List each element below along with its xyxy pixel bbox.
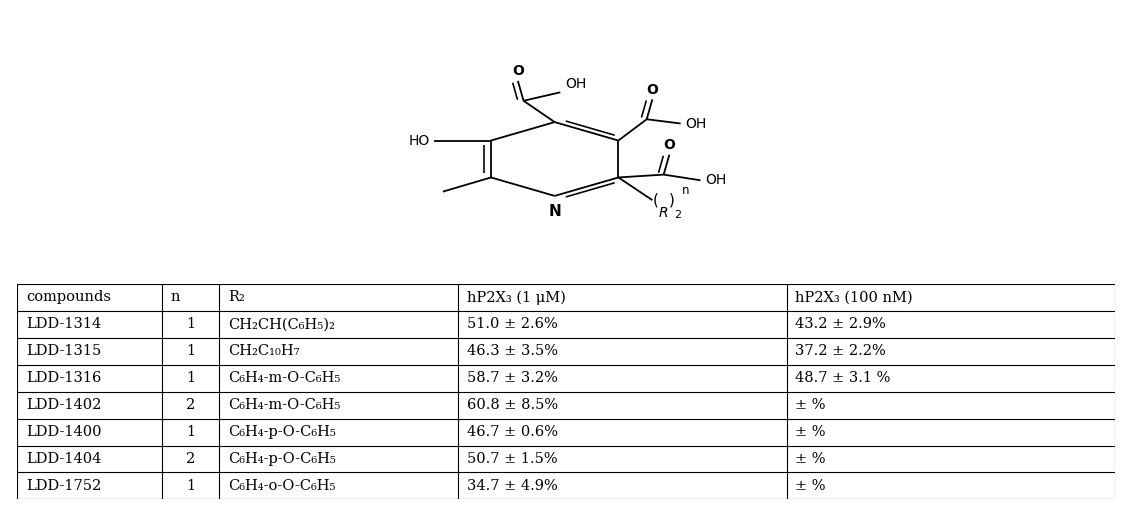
- Text: 37.2 ± 2.2%: 37.2 ± 2.2%: [796, 344, 886, 358]
- Text: 46.7 ± 0.6%: 46.7 ± 0.6%: [468, 425, 558, 439]
- Text: LDD-1314: LDD-1314: [26, 317, 101, 331]
- Text: LDD-1400: LDD-1400: [26, 425, 101, 439]
- Text: OH: OH: [565, 77, 586, 91]
- Text: CH₂CH(C₆H₅)₂: CH₂CH(C₆H₅)₂: [228, 317, 335, 331]
- Text: C₆H₄-p-O-C₆H₅: C₆H₄-p-O-C₆H₅: [228, 452, 336, 466]
- Text: C₆H₄-p-O-C₆H₅: C₆H₄-p-O-C₆H₅: [228, 425, 336, 439]
- Text: C₆H₄-o-O-C₆H₅: C₆H₄-o-O-C₆H₅: [228, 479, 335, 493]
- Text: n: n: [171, 291, 180, 304]
- Text: LDD-1752: LDD-1752: [26, 479, 101, 493]
- Text: 43.2 ± 2.9%: 43.2 ± 2.9%: [796, 317, 886, 331]
- Text: 1: 1: [186, 479, 195, 493]
- Text: n: n: [681, 184, 689, 197]
- Text: ): ): [669, 193, 675, 208]
- Text: 58.7 ± 3.2%: 58.7 ± 3.2%: [468, 371, 558, 385]
- Text: 34.7 ± 4.9%: 34.7 ± 4.9%: [468, 479, 558, 493]
- Text: CH₂C₁₀H₇: CH₂C₁₀H₇: [228, 344, 299, 358]
- Text: C₆H₄-m-O-C₆H₅: C₆H₄-m-O-C₆H₅: [228, 371, 341, 385]
- Text: OH: OH: [705, 173, 727, 187]
- Text: N: N: [548, 204, 561, 219]
- Text: 48.7 ± 3.1 %: 48.7 ± 3.1 %: [796, 371, 891, 385]
- Text: 2: 2: [186, 398, 195, 412]
- Text: 2: 2: [186, 452, 195, 466]
- Text: hP2X₃ (1 μM): hP2X₃ (1 μM): [468, 290, 566, 305]
- Text: LDD-1315: LDD-1315: [26, 344, 101, 358]
- Text: O: O: [663, 138, 676, 152]
- Text: 1: 1: [186, 344, 195, 358]
- Text: 1: 1: [186, 425, 195, 439]
- Text: LDD-1404: LDD-1404: [26, 452, 101, 466]
- Text: O: O: [512, 64, 524, 78]
- Text: 51.0 ± 2.6%: 51.0 ± 2.6%: [468, 317, 558, 331]
- Text: O: O: [646, 83, 659, 96]
- Text: ± %: ± %: [796, 479, 826, 493]
- Text: HO: HO: [409, 133, 430, 148]
- Text: ± %: ± %: [796, 425, 826, 439]
- Text: ± %: ± %: [796, 452, 826, 466]
- Text: 1: 1: [186, 371, 195, 385]
- Text: C₆H₄-m-O-C₆H₅: C₆H₄-m-O-C₆H₅: [228, 398, 341, 412]
- Text: (: (: [652, 193, 658, 208]
- Text: LDD-1316: LDD-1316: [26, 371, 101, 385]
- Text: 46.3 ± 3.5%: 46.3 ± 3.5%: [468, 344, 558, 358]
- Text: R: R: [659, 206, 669, 220]
- Text: 1: 1: [186, 317, 195, 331]
- Text: 2: 2: [674, 210, 681, 220]
- Text: OH: OH: [685, 117, 706, 130]
- Text: compounds: compounds: [26, 291, 111, 304]
- Text: 60.8 ± 8.5%: 60.8 ± 8.5%: [468, 398, 558, 412]
- Text: R₂: R₂: [228, 291, 245, 304]
- Text: LDD-1402: LDD-1402: [26, 398, 101, 412]
- Text: 50.7 ± 1.5%: 50.7 ± 1.5%: [468, 452, 558, 466]
- Text: hP2X₃ (100 nM): hP2X₃ (100 nM): [796, 291, 914, 304]
- Text: ± %: ± %: [796, 398, 826, 412]
